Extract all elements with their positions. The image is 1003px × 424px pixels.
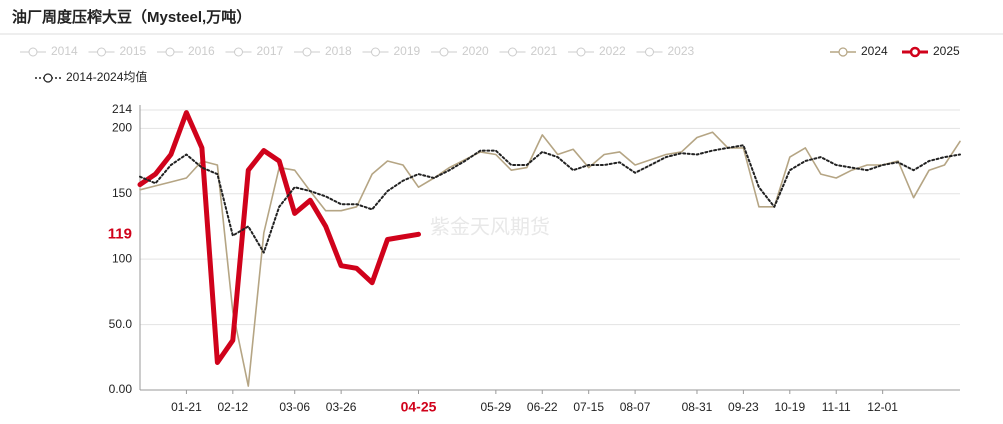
legend-icon	[97, 47, 106, 57]
x-tick-label: 02-12	[217, 400, 248, 414]
x-tick-label: 10-19	[774, 400, 805, 414]
legend-icon	[439, 47, 449, 57]
x-tick-label: 11-11	[822, 400, 851, 414]
y-tick-label: 150	[112, 186, 132, 200]
legend-label: 2025	[933, 44, 960, 58]
legend-icon	[576, 47, 586, 57]
legend-label: 2016	[188, 44, 215, 58]
chart-title: 油厂周度压榨大豆（Mysteel,万吨）	[12, 8, 251, 26]
legend-label: 2014-2024均值	[66, 69, 147, 84]
x-tick-label: 05-29	[480, 400, 511, 414]
legend-label: 2022	[599, 44, 626, 58]
legend-icon	[371, 47, 380, 57]
legend-label: 2020	[462, 44, 489, 58]
last-value-label: 119	[108, 225, 132, 242]
x-tick-label: 03-26	[326, 400, 357, 414]
legend-label: 2018	[325, 44, 352, 58]
x-tick-label: 01-21	[171, 400, 202, 414]
legend-icon	[302, 47, 312, 57]
x-tick-label: 04-25	[401, 399, 437, 415]
legend-icon	[43, 73, 53, 83]
legend-label: 2023	[668, 44, 695, 58]
legend-label: 2017	[257, 44, 284, 58]
legend-icon	[165, 47, 175, 57]
legend-label: 2019	[394, 44, 421, 58]
y-tick-label: 214	[112, 102, 132, 116]
legend-icon	[645, 47, 654, 57]
legend-label: 2014	[51, 44, 78, 58]
watermark: 紫金天风期货	[430, 215, 550, 238]
y-tick-label: 100	[112, 251, 132, 265]
legend-icon	[28, 47, 38, 57]
x-tick-label: 08-31	[682, 400, 713, 414]
series-line	[137, 110, 421, 365]
y-tick-label: 200	[112, 120, 132, 134]
x-tick-label: 06-22	[527, 400, 558, 414]
legend-icon	[508, 47, 517, 57]
x-tick-label: 12-01	[867, 400, 898, 414]
series-line	[139, 131, 961, 387]
x-tick-label: 08-07	[620, 400, 651, 414]
series-line	[139, 144, 961, 254]
y-tick-label: 50.0	[109, 317, 133, 331]
y-tick-label: 0.00	[109, 382, 133, 396]
legend-label: 2024	[861, 44, 888, 58]
legend-icon	[234, 47, 243, 57]
x-tick-label: 03-06	[279, 400, 310, 414]
legend-icon	[909, 46, 921, 58]
x-tick-label: 09-23	[728, 400, 759, 414]
legend-label: 2015	[120, 44, 147, 58]
x-tick-label: 07-15	[573, 400, 604, 414]
legend-label: 2021	[531, 44, 558, 58]
legend-icon	[838, 47, 848, 57]
